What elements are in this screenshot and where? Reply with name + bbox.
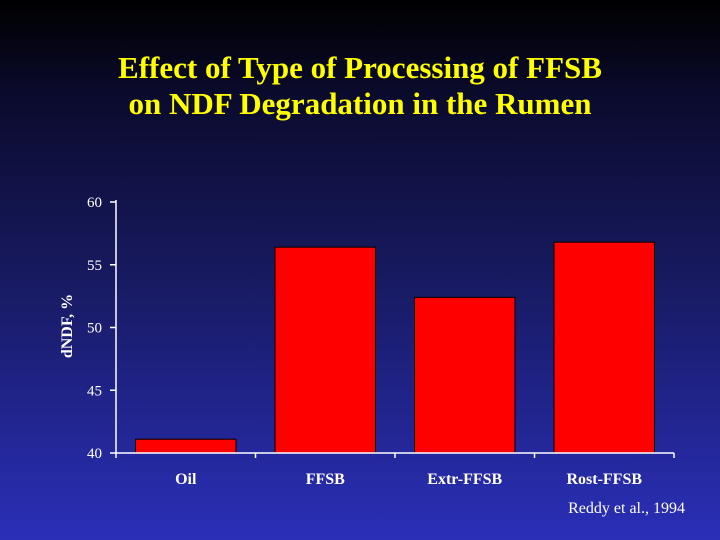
y-tick-label: 50 — [87, 321, 102, 337]
x-ticks-group: Oil FFSB Extr-FFSB Rost-FFSB — [115, 453, 675, 488]
slide-title: Effect of Type of Processing of FFSB on … — [0, 50, 720, 122]
bar-extr-ffsb — [414, 296, 516, 454]
x-tick-label: Oil — [175, 471, 197, 488]
title-line-2: on NDF Degradation in the Rumen — [128, 86, 592, 121]
x-tick-label: Extr-FFSB — [427, 471, 502, 488]
title-line-1: Effect of Type of Processing of FFSB — [118, 50, 602, 85]
bar-rost-ffsb — [553, 241, 655, 454]
y-tick-label: 40 — [87, 446, 102, 462]
bars-group — [135, 241, 655, 454]
y-tick-label: 60 — [87, 195, 102, 211]
y-tick-label: 45 — [87, 383, 102, 399]
y-ticks-group: 40 45 50 55 60 — [87, 195, 116, 462]
y-tick-label: 55 — [87, 258, 102, 274]
bar-ffsb — [274, 246, 376, 454]
bar-oil — [135, 438, 237, 454]
source-citation: Reddy et al., 1994 — [568, 500, 685, 517]
x-tick-label: FFSB — [306, 471, 345, 488]
y-axis-label: dNDF, % — [59, 294, 76, 358]
x-tick-label: Rost-FFSB — [566, 471, 642, 488]
